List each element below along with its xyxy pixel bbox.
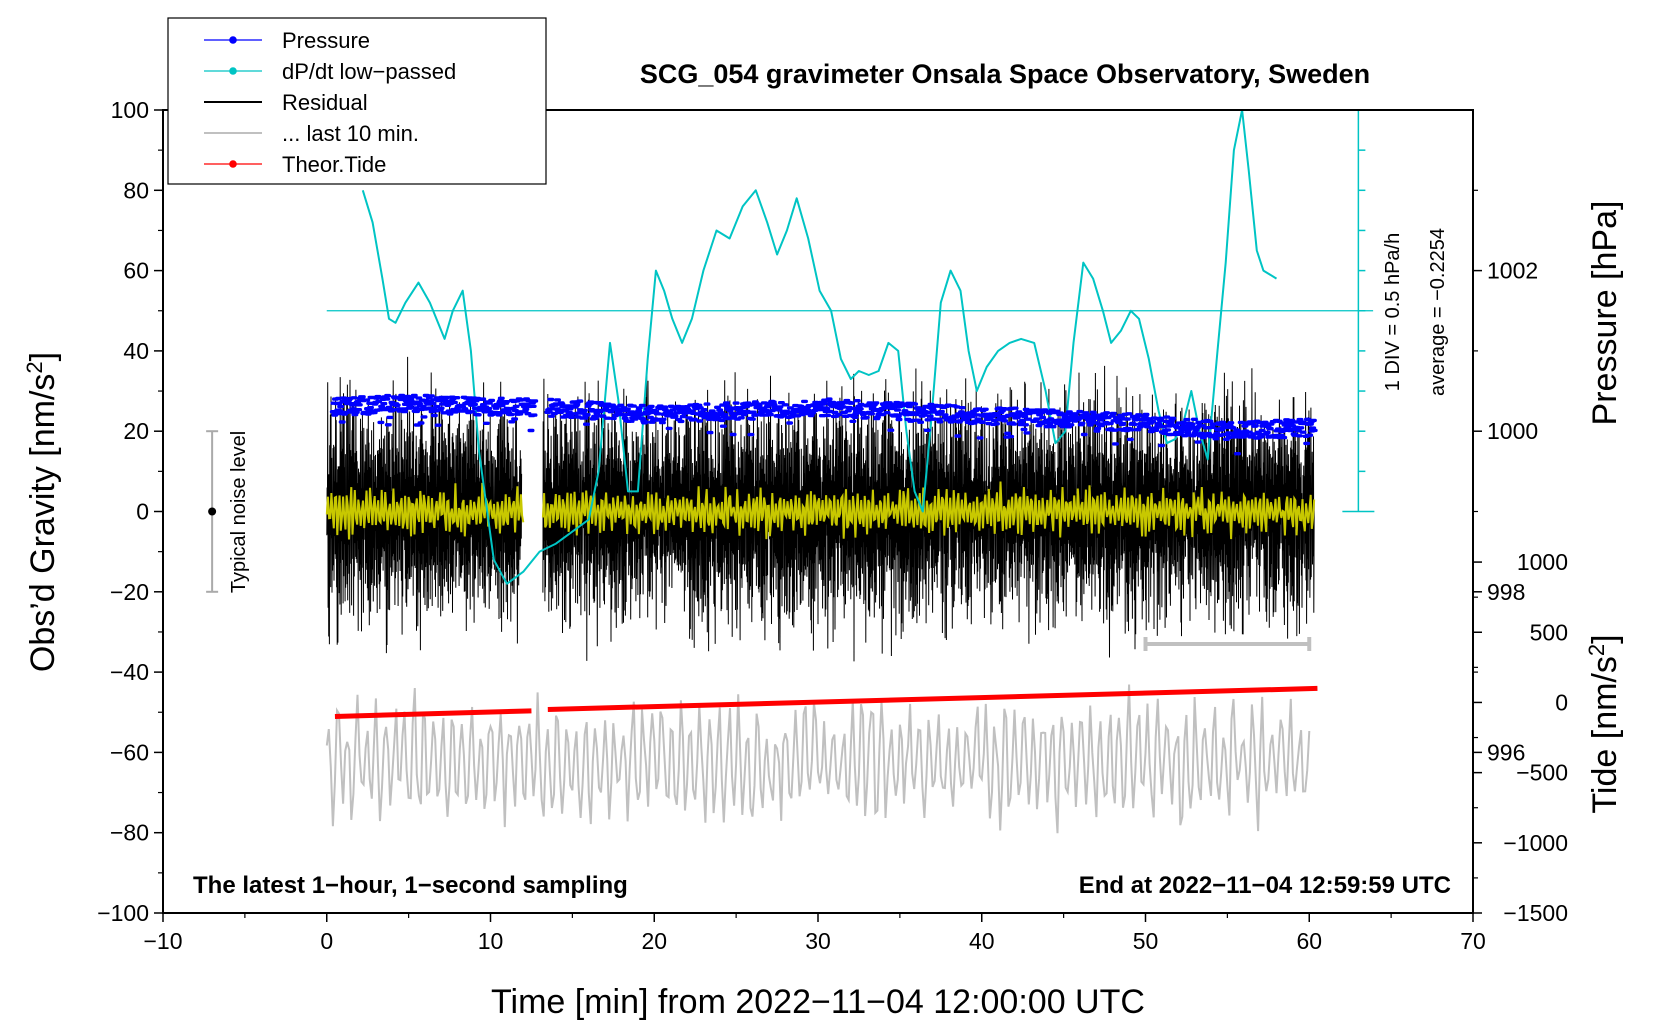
legend: Pressure dP/dt low−passed Residual ... last… (167, 17, 547, 185)
legend-label: Residual (282, 90, 368, 115)
tide-tick-label: −1500 (1503, 900, 1568, 926)
legend-label: Theor.Tide (282, 152, 386, 177)
legend-marker (229, 36, 237, 44)
x-tick-label: 0 (320, 928, 333, 954)
series-residual-line-1 (326, 356, 523, 654)
pressure-tick-label: 996 (1487, 739, 1525, 765)
x-axis-title: Time [min] from 2022−11−04 12:00:00 UTC (491, 983, 1145, 1020)
pressure-tick-label: 1002 (1487, 258, 1538, 284)
chart-title: SCG_054 gravimeter Onsala Space Observat… (640, 59, 1370, 89)
y-tick-label: 40 (123, 338, 149, 364)
tide-tick-label: −500 (1516, 760, 1568, 786)
x-tick-label: 30 (805, 928, 831, 954)
y-tick-label: −100 (97, 900, 149, 926)
axes-layer: −10 0 10 20 30 40 50 60 70−100−80−60−40−20020406… (97, 97, 1568, 954)
noise-level-label: Typical noise level (228, 431, 250, 593)
left-axis-title-end: ] (24, 352, 62, 361)
legend-box (167, 17, 547, 185)
legend-marker (229, 67, 237, 75)
tide-axis-title-end: ] (1586, 634, 1624, 643)
noise-bar-dot (208, 507, 217, 516)
left-axis-title: Obs’d Gravity [nm/s2] (22, 352, 63, 672)
legend-entry: ... last 10 min. (204, 121, 419, 146)
tide-axis-title-main: Tide [nm/s (1586, 656, 1624, 813)
legend-entry: Residual (204, 90, 368, 115)
annotation-left: The latest 1−hour, 1−second sampling (193, 872, 628, 899)
y-tick-label: 100 (111, 97, 149, 123)
y-tick-label: 80 (123, 177, 149, 203)
series-tide-segment-1 (334, 708, 532, 719)
pressure-tick-label: 1000 (1487, 418, 1538, 444)
y-tick-label: −80 (110, 820, 149, 846)
tide-axis-title: Tide [nm/s2] (1584, 634, 1625, 813)
legend-label: ... last 10 min. (282, 121, 419, 146)
y-tick-label: 0 (136, 499, 149, 525)
legend-entries: Pressure dP/dt low−passed Residual ... last… (204, 28, 456, 177)
tide-tick-label: 1000 (1517, 549, 1568, 575)
series-tide-segment-2 (547, 685, 1318, 712)
legend-marker (229, 160, 237, 168)
legend-entry: dP/dt low−passed (204, 59, 456, 84)
pressure-tick-label: 998 (1487, 579, 1525, 605)
x-tick-label: 60 (1296, 928, 1322, 954)
series-dpdt-line (361, 109, 1278, 585)
y-tick-label: 20 (123, 418, 149, 444)
legend-entry: Pressure (204, 28, 370, 53)
series-pressure-dots (329, 393, 1318, 456)
legend-entry: Theor.Tide (204, 152, 386, 177)
tide-tick-label: −1000 (1503, 830, 1568, 856)
average-label: average = −0.2254 (1427, 228, 1449, 396)
y-tick-label: 60 (123, 258, 149, 284)
y-tick-label: −40 (110, 659, 149, 685)
tide-tick-label: 500 (1530, 619, 1568, 645)
series-filtered-line-1 (325, 482, 525, 540)
x-tick-label: −10 (143, 928, 182, 954)
x-tick-label: 50 (1133, 928, 1159, 954)
legend-label: Pressure (282, 28, 370, 53)
series-last10-line (325, 684, 1311, 834)
x-tick-label: 40 (969, 928, 995, 954)
left-axis-title-main: Obs’d Gravity [nm/s (24, 374, 62, 673)
pressure-axis-title: Pressure [hPa] (1586, 201, 1624, 426)
x-tick-label: 10 (478, 928, 504, 954)
x-tick-label: 20 (641, 928, 667, 954)
annotation-right: End at 2022−11−04 12:59:59 UTC (1079, 872, 1451, 899)
x-tick-label: 70 (1460, 928, 1486, 954)
series-filtered-line-2 (541, 481, 1316, 540)
tide-axis-title-sup: 2 (1584, 644, 1609, 656)
tide-tick-label: 0 (1555, 689, 1568, 715)
y-tick-label: −60 (110, 739, 149, 765)
left-axis-title-sup: 2 (22, 361, 47, 373)
scale-bar-label: 1 DIV = 0.5 hPa/h (1382, 233, 1404, 391)
data-layer (206, 109, 1375, 834)
y-tick-label: −20 (110, 579, 149, 605)
legend-label: dP/dt low−passed (282, 59, 456, 84)
